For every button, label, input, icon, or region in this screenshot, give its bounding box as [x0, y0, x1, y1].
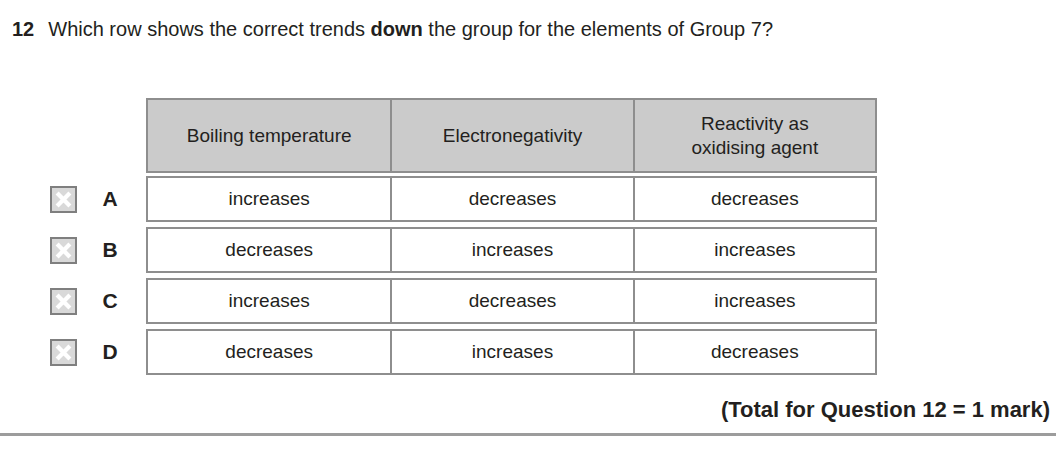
- cell-electronegativity: increases: [390, 331, 632, 373]
- x-mark-box-icon: [52, 239, 75, 262]
- option-a: A: [0, 176, 146, 222]
- cell-boiling: increases: [148, 280, 390, 322]
- exam-question-page: 12 Which row shows the correct trends dow…: [0, 0, 1056, 464]
- option-c: C: [0, 278, 146, 324]
- answer-box-a[interactable]: [50, 186, 77, 213]
- x-mark-box-icon: [52, 290, 75, 313]
- header-cell-boiling-temperature: Boiling temperature: [148, 100, 390, 171]
- cell-reactivity: increases: [633, 280, 875, 322]
- cell-electronegativity: decreases: [390, 280, 632, 322]
- table-row: decreases increases increases: [146, 227, 877, 273]
- question-text: Which row shows the correct trends down …: [48, 18, 773, 40]
- answer-box-b[interactable]: [50, 237, 77, 264]
- cell-reactivity: decreases: [633, 178, 875, 220]
- table-row: increases decreases increases: [146, 278, 877, 324]
- cell-boiling: decreases: [148, 229, 390, 271]
- table-row: increases decreases decreases: [146, 176, 877, 222]
- option-letter: C: [99, 289, 121, 313]
- question-number: 12: [12, 18, 34, 40]
- cell-reactivity: increases: [633, 229, 875, 271]
- cell-reactivity: decreases: [633, 331, 875, 373]
- header-cell-electronegativity: Electronegativity: [390, 100, 632, 171]
- header-cell-reactivity: Reactivity as oxidising agent: [633, 100, 875, 171]
- cell-boiling: decreases: [148, 331, 390, 373]
- table-row: decreases increases decreases: [146, 329, 877, 375]
- x-mark-box-icon: [52, 341, 75, 364]
- cell-boiling: increases: [148, 178, 390, 220]
- answer-box-c[interactable]: [50, 288, 77, 315]
- x-mark-box-icon: [52, 188, 75, 211]
- answer-box-d[interactable]: [50, 339, 77, 366]
- total-marks: (Total for Question 12 = 1 mark): [721, 397, 1050, 423]
- cell-electronegativity: decreases: [390, 178, 632, 220]
- option-letter: B: [99, 238, 121, 262]
- option-letter: D: [99, 340, 121, 364]
- table-header-row: Boiling temperature Electronegativity Re…: [146, 98, 877, 173]
- option-letter: A: [99, 187, 121, 211]
- option-b: B: [0, 227, 146, 273]
- cell-electronegativity: increases: [390, 229, 632, 271]
- question: 12 Which row shows the correct trends dow…: [12, 16, 773, 42]
- option-d: D: [0, 329, 146, 375]
- divider-line: [0, 433, 1056, 436]
